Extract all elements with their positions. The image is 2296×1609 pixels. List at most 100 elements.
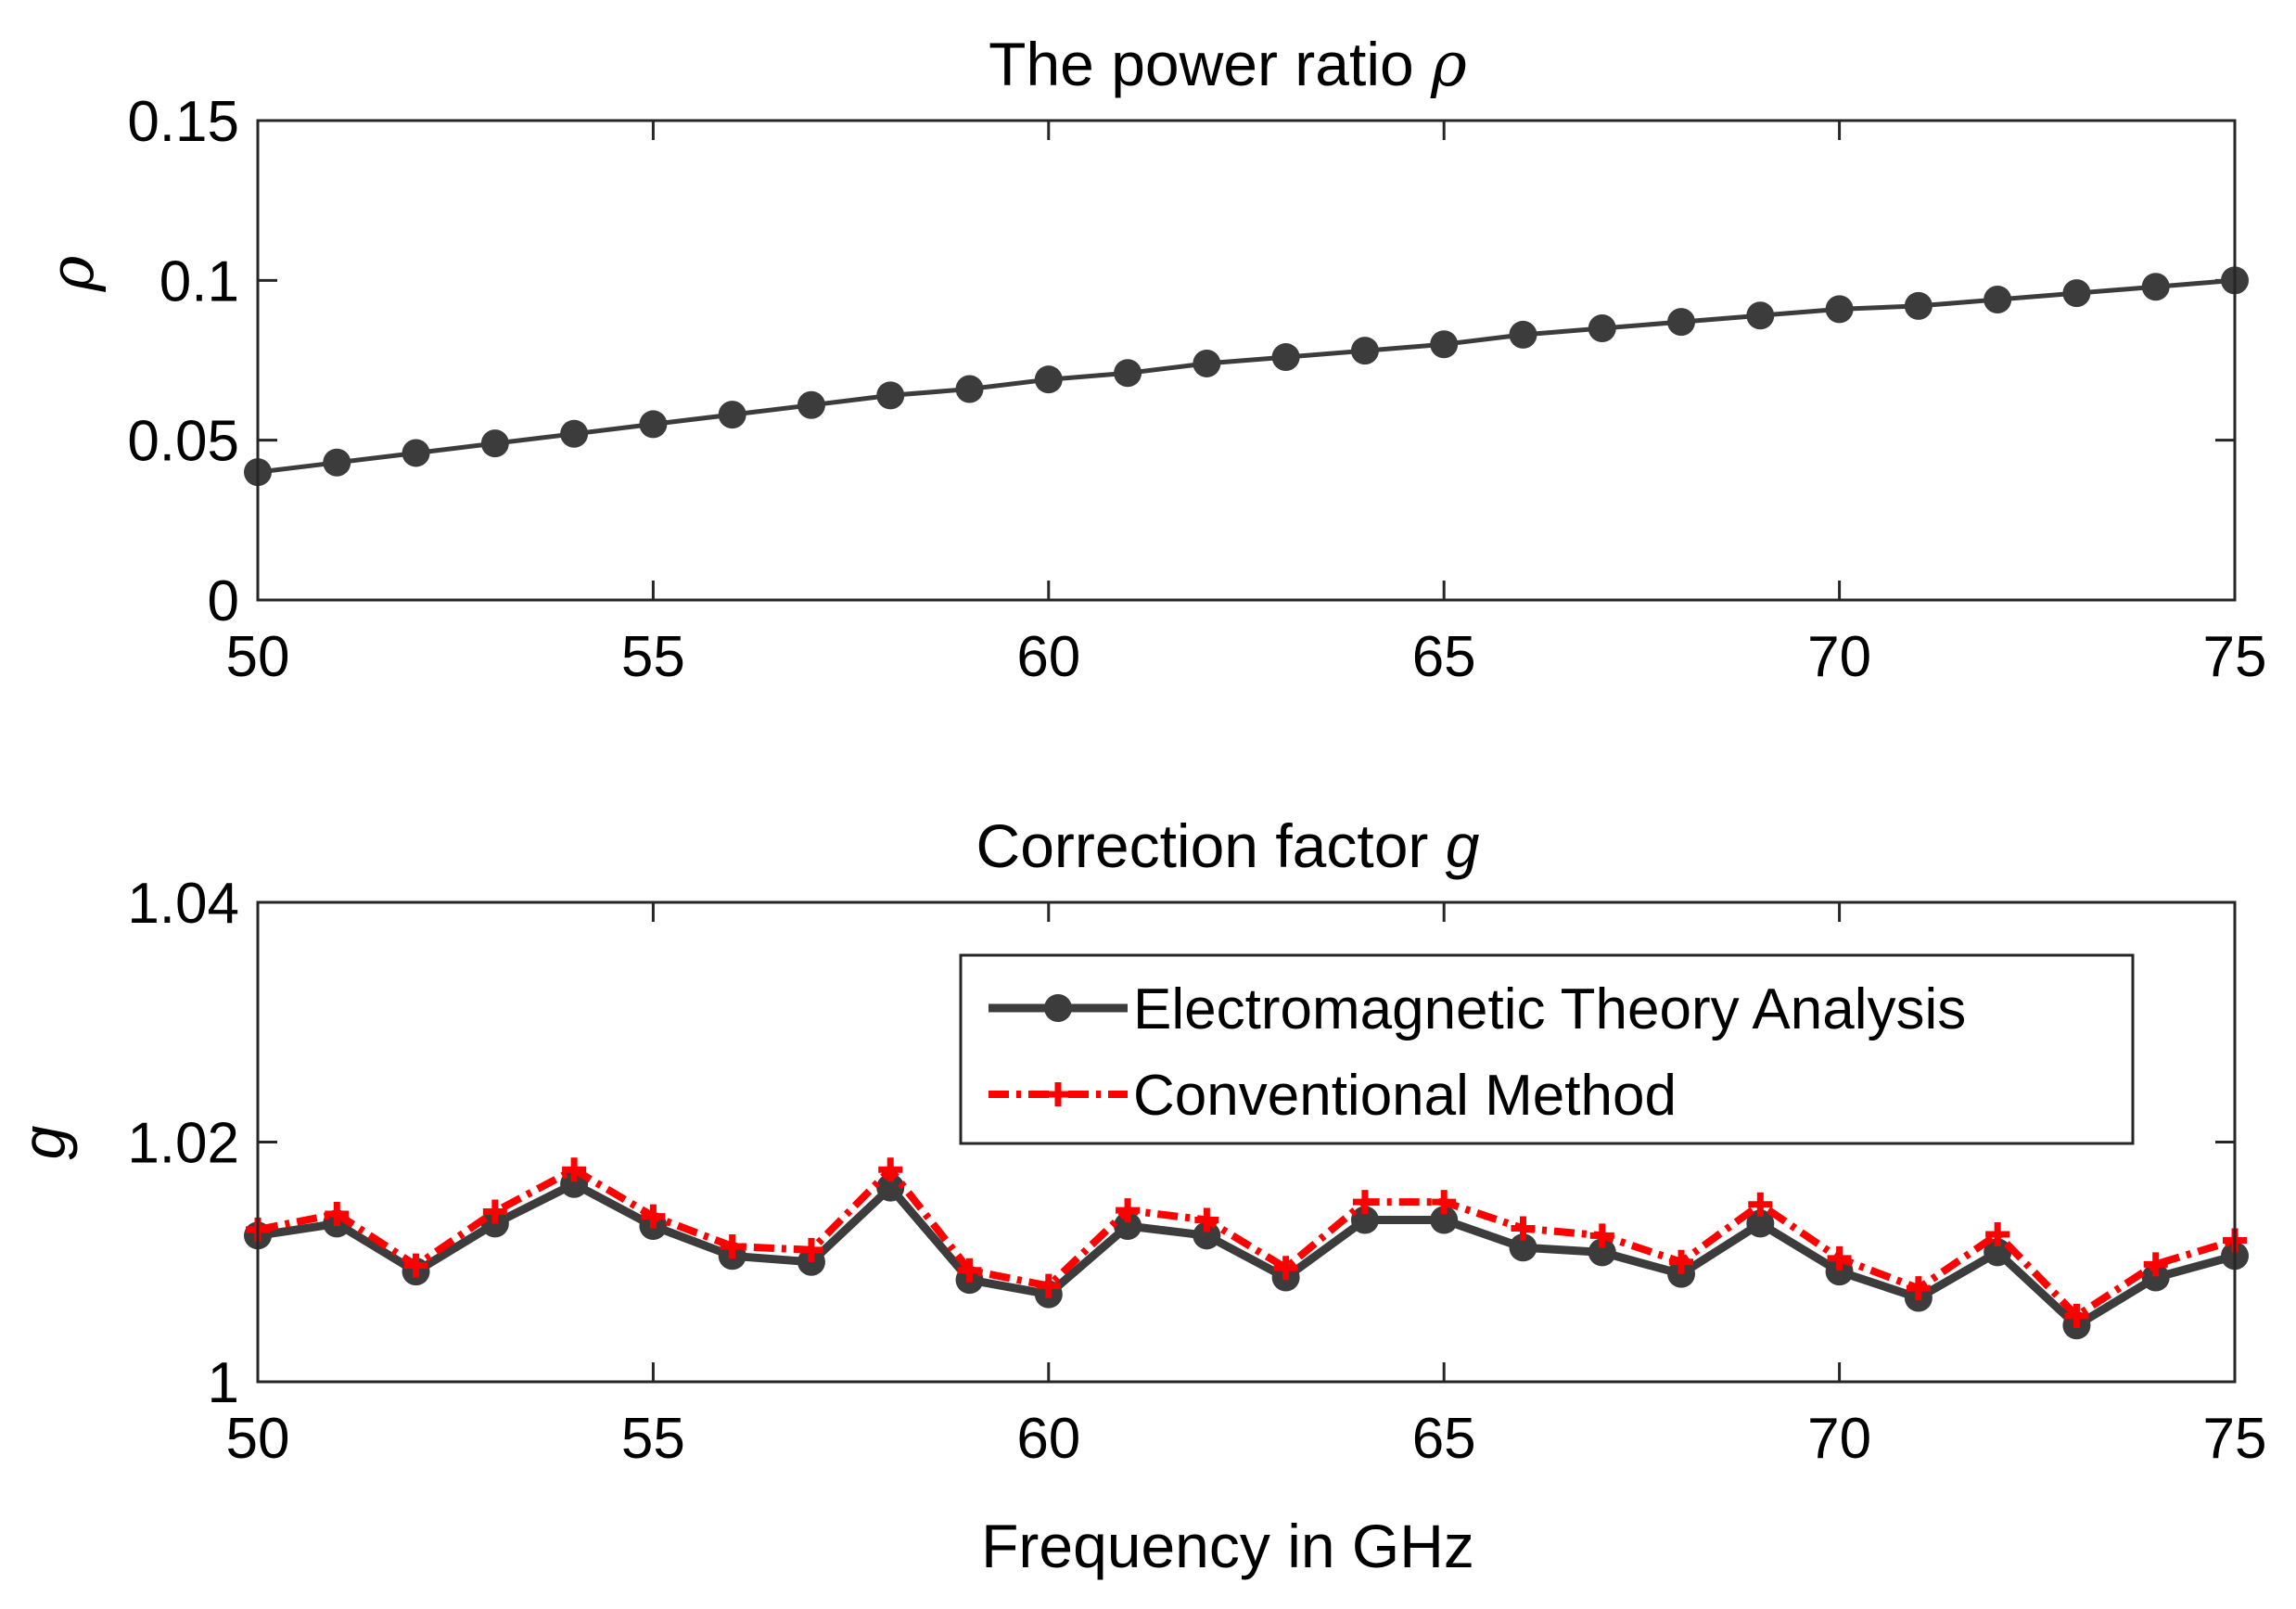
data-point (1589, 1223, 1614, 1248)
y-tick-label: 1 (208, 1351, 239, 1415)
data-point (1430, 1206, 1459, 1234)
x-tick-label: 50 (226, 625, 290, 689)
x-tick-label: 60 (1016, 625, 1080, 689)
data-point (1114, 1211, 1142, 1240)
correction-factor-x-ticks: 50 55 60 65 70 75 (226, 902, 2267, 1471)
data-point (2143, 1252, 2168, 1277)
x-tick-label: 70 (1807, 1407, 1871, 1471)
y-tick-label: 0.15 (127, 90, 239, 154)
data-point (403, 1253, 428, 1278)
data-point (1432, 1190, 1457, 1215)
data-point (1906, 1276, 1931, 1301)
data-point (876, 1173, 905, 1202)
data-point (1034, 365, 1063, 394)
legend-marker-conventional (1046, 1082, 1070, 1106)
x-tick-label: 50 (226, 1407, 290, 1471)
data-point (718, 401, 746, 429)
y-tick-label: 1.02 (127, 1112, 239, 1176)
x-tick-label: 70 (1807, 625, 1871, 689)
x-tick-label: 65 (1412, 625, 1476, 689)
power-ratio-y-axis-label: ρ (36, 255, 108, 292)
power-ratio-x-ticks: 50 55 60 65 70 75 (226, 121, 2267, 689)
data-point (1509, 320, 1537, 349)
data-point (1116, 1198, 1141, 1223)
correction-factor-plot: Correction factor g g Frequency in GHz 5… (9, 811, 2266, 1580)
data-point (402, 439, 430, 467)
data-point (2141, 1263, 2170, 1292)
data-point (1983, 286, 2012, 314)
data-point (641, 1204, 666, 1229)
y-tick-label: 0.05 (127, 410, 239, 474)
legend-entry-electromagnetic: Electromagnetic Theory Analysis (989, 977, 1966, 1041)
legend-label-conventional: Conventional Method (1133, 1064, 1677, 1128)
correction-factor-title: Correction factor g (976, 811, 1480, 880)
data-point (323, 448, 351, 477)
data-point (720, 1233, 745, 1258)
data-point (1350, 1206, 1379, 1234)
data-point (1352, 1190, 1377, 1215)
data-point (1350, 337, 1379, 365)
data-point (1430, 330, 1459, 359)
data-point (1193, 1221, 1221, 1250)
data-point (1511, 1216, 1536, 1241)
legend-box (959, 953, 2135, 1145)
data-point (1509, 1233, 1537, 1262)
data-point (1273, 1256, 1298, 1281)
series-line (257, 1166, 2237, 1320)
data-point (1193, 349, 1221, 377)
x-tick-label: 75 (2203, 625, 2267, 689)
data-point (482, 1199, 507, 1224)
data-point (1667, 308, 1696, 337)
legend-entry-conventional: Conventional Method (989, 1064, 1677, 1128)
data-point (1746, 301, 1775, 330)
data-point (325, 1202, 350, 1227)
data-point (1588, 1238, 1616, 1267)
data-point (2064, 1303, 2089, 1328)
data-point (1114, 359, 1142, 388)
x-tick-label: 75 (2203, 1407, 2267, 1471)
data-point (876, 381, 905, 410)
data-point (878, 1157, 903, 1182)
data-point (562, 1157, 587, 1182)
power-ratio-title: The power ratio ρ (989, 29, 1467, 100)
data-point (1904, 291, 1932, 320)
power-ratio-plot: The power ratio ρ ρ 50 55 60 65 70 75 0 0.05 0.… (36, 29, 2266, 689)
data-point (1748, 1192, 1773, 1217)
data-point (1827, 1245, 1852, 1271)
x-tick-label: 55 (621, 1407, 685, 1471)
data-point (797, 390, 825, 419)
x-axis-label: Frequency in GHz (981, 1512, 1474, 1580)
data-point (2141, 273, 2170, 301)
legend: Electromagnetic Theory Analysis Conventi… (959, 953, 2135, 1145)
data-point (2062, 279, 2091, 308)
correction-factor-axes-box (256, 900, 2237, 1384)
y-tick-label: 0.1 (159, 249, 239, 313)
x-tick-label: 65 (1412, 1407, 1476, 1471)
data-point (798, 1237, 823, 1262)
data-point (1271, 343, 1300, 372)
power-ratio-y-ticks: 0 0.05 0.1 0.15 (127, 90, 2235, 633)
y-tick-label: 0 (208, 569, 239, 633)
data-point (1746, 1209, 1775, 1238)
data-point (480, 429, 509, 458)
data-point (1588, 314, 1616, 343)
data-point (1825, 295, 1854, 324)
data-point (1983, 1238, 2012, 1267)
correction-factor-y-axis-label: g (9, 1125, 78, 1159)
x-tick-label: 55 (621, 625, 685, 689)
legend-label-electromagnetic: Electromagnetic Theory Analysis (1133, 977, 1966, 1041)
y-tick-label: 1.04 (127, 872, 239, 936)
data-point (955, 375, 984, 403)
data-point (1669, 1249, 1694, 1274)
x-tick-label: 60 (1016, 1407, 1080, 1471)
data-point (1036, 1273, 1061, 1298)
data-point (560, 419, 589, 448)
power-ratio-axes-box (256, 119, 2237, 602)
data-point (639, 410, 668, 439)
correction-factor-series (244, 1157, 2249, 1340)
data-point (957, 1258, 982, 1283)
legend-marker-electromagnetic (1044, 994, 1072, 1022)
data-point (1985, 1222, 2010, 1247)
